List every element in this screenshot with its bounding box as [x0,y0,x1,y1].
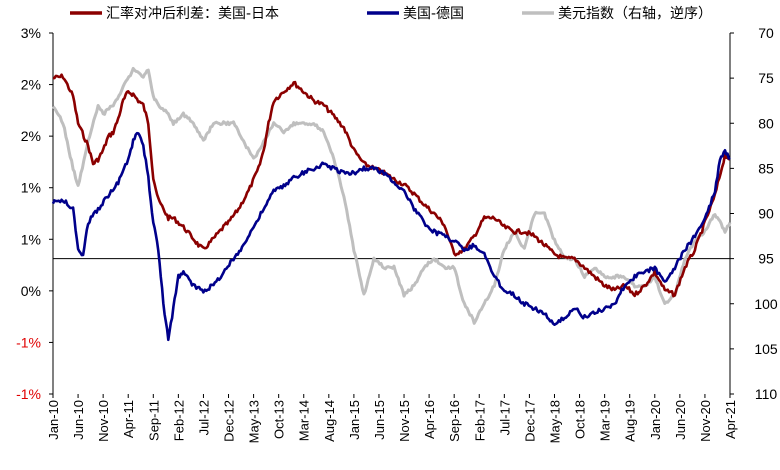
x-tick-label: May-13 [247,400,262,443]
x-tick-label: Dec-17 [522,400,537,442]
right-tick-label: 100 [754,296,778,312]
x-tick-label: Nov-15 [397,400,412,442]
x-tick-label: Oct-13 [272,400,287,439]
right-tick-label: 80 [758,115,774,131]
left-tick-label: 1% [21,180,41,196]
series-line [51,131,731,342]
x-tick-label: Jul-17 [497,400,512,435]
legend-label: 美国-德国 [403,6,464,22]
x-tick-label: Aug-14 [322,400,337,442]
x-tick-label: Oct-18 [573,400,588,439]
x-tick-label: Aug-19 [623,400,638,442]
left-axis-ticks: 3% 2% 2% 1% 1% 0% -1% -1% [16,25,53,402]
right-tick-label: 95 [758,251,774,267]
series-line [51,66,732,325]
right-tick-label: 85 [758,160,774,176]
right-tick-label: 110 [755,386,778,402]
x-tick-label: Nov-10 [96,400,111,442]
series-line [53,73,731,298]
legend-label: 汇率对冲后利差：美国-日本 [106,5,279,22]
x-tick-label: Jan-10 [46,400,61,440]
right-tick-label: 90 [758,206,774,222]
x-tick-label: Jan-20 [648,400,663,440]
right-tick-label: 75 [758,70,774,86]
right-tick-label: 105 [754,341,778,357]
left-tick-label: 0% [21,283,41,299]
left-tick-label: 1% [21,231,41,247]
left-tick-label: 3% [21,25,41,41]
x-tick-label: Jul-12 [196,400,211,435]
legend-label: 美元指数（右轴，逆序） [558,6,712,22]
x-tick-label: Jun-20 [673,400,688,440]
right-tick-label: 70 [758,25,774,41]
x-tick-label: Apr-21 [723,400,738,439]
left-tick-label: 2% [21,128,41,144]
x-tick-label: Mar-19 [598,400,613,441]
axes [52,33,731,394]
right-axis-ticks: 70 75 80 85 90 95 100 105 110 [730,25,778,402]
series-lines [51,66,732,342]
x-tick-label: Apr-16 [422,400,437,439]
x-tick-label: Sep-11 [146,400,161,441]
x-tick-label: Dec-12 [222,400,237,442]
x-tick-label: Jun-15 [372,400,387,440]
x-tick-label: Feb-17 [472,400,487,441]
legend: 汇率对冲后利差：美国-日本 美国-德国 美元指数（右轴，逆序） [70,5,712,22]
x-tick-label: Jun-10 [71,400,86,440]
x-axis-ticks: Jan-10 Jun-10 Nov-10 Apr-11 Sep-11 Feb-12 Jul-… [46,394,738,443]
x-tick-label: Apr-11 [121,400,136,438]
x-tick-label: Jan-15 [347,400,362,440]
x-tick-label: Mar-14 [297,400,312,441]
x-tick-label: Sep-16 [447,400,462,442]
left-tick-label: -1% [16,334,41,350]
x-tick-label: May-18 [547,400,562,443]
x-tick-label: Feb-12 [171,400,186,441]
x-tick-label: Nov-20 [698,400,713,442]
left-tick-label: 2% [21,77,41,93]
left-tick-label: -1% [16,386,41,402]
